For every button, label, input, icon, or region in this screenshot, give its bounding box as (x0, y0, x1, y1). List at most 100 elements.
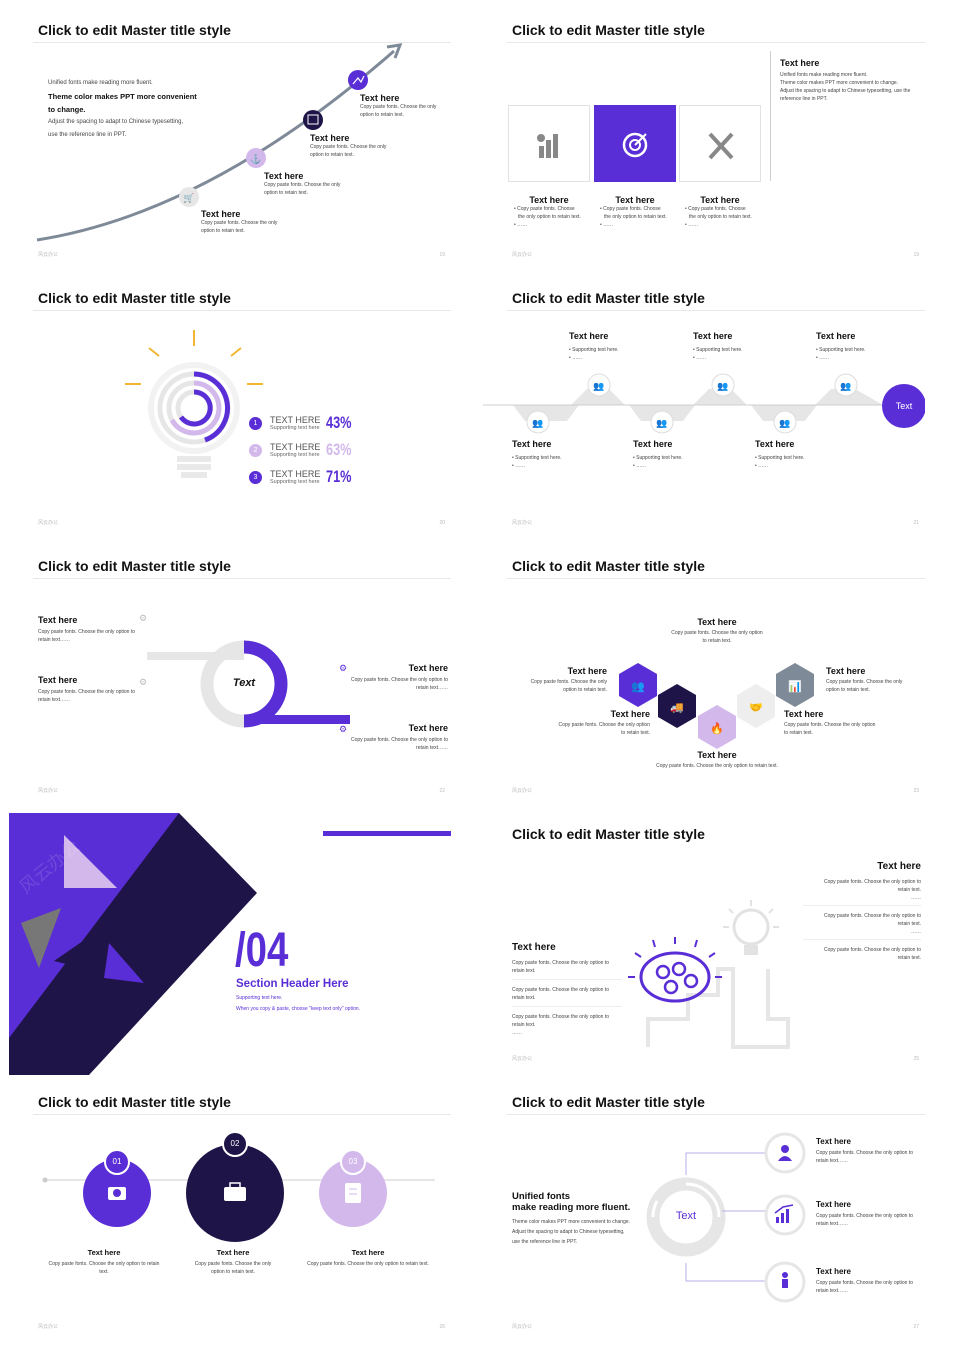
badge-03: 03 (340, 1149, 366, 1175)
right-item-3: Text here Copy paste fonts. Choose the on… (816, 1267, 914, 1294)
svg-text:👥: 👥 (717, 381, 728, 391)
side-divider (770, 51, 771, 181)
end-circle: Text (882, 384, 925, 428)
svg-text:👥: 👥 (631, 681, 645, 693)
slide-24: Click to edit Master title style 👥 🚚 🔥 🤝… (483, 539, 925, 801)
svg-text:👥: 👥 (656, 418, 667, 428)
bar-chart-icon (537, 134, 558, 158)
page-number: 26 (439, 1324, 445, 1330)
step-node-1 (179, 187, 199, 207)
stat-badge-1: 1 (249, 416, 262, 430)
slide-title: Click to edit Master title style (512, 290, 705, 306)
lightbulb-icon (125, 330, 263, 478)
footer-brand: 风云办公 (512, 1056, 533, 1062)
circle-item-2: Text here Copy paste fonts. Choose the on… (194, 1248, 272, 1275)
slide-title: Click to edit Master title style (512, 22, 705, 38)
top-item-2: Text here • Supporting text here. • …… (693, 331, 743, 361)
svg-text:👥: 👥 (779, 418, 790, 428)
top-item-1: Text here • Supporting text here. • …… (569, 331, 619, 361)
section-sub-1: Supporting text here. (236, 995, 283, 1001)
page-number: 20 (439, 520, 445, 526)
hex-right-label-2: Text here Copy paste fonts. Choose the on… (784, 709, 876, 736)
slide-20: Click to edit Master title style Text he… (483, 3, 925, 265)
page-number: 19 (913, 252, 919, 258)
badge-01: 01 (104, 1149, 130, 1175)
svg-text:🔥: 🔥 (710, 722, 724, 735)
card-text-2: Text here • Copy paste fonts. Choose the… (600, 195, 667, 228)
svg-text:📊: 📊 (788, 680, 802, 693)
donut-center-label: Text (675, 1210, 697, 1222)
title-divider (33, 310, 451, 311)
svg-text:👥: 👥 (840, 381, 851, 391)
page-number: 27 (913, 1324, 919, 1330)
right-item-2: Text here Copy paste fonts. Choose the on… (816, 1200, 914, 1227)
title-divider (507, 310, 925, 311)
footer-brand: 风云办公 (512, 520, 533, 526)
svg-text:⚓: ⚓ (250, 153, 261, 164)
step-4: Text here Copy paste fonts. Choose the o… (360, 93, 437, 118)
title-divider (33, 1114, 451, 1115)
step-1: Text here Copy paste fonts. Choose the o… (201, 209, 278, 234)
stat-item-1: 1 TEXT HERE Supporting text here 43% (249, 413, 360, 433)
step-node-2 (246, 148, 266, 168)
bottom-item-1: Text here • Supporting text here. • …… (512, 439, 562, 469)
title-divider (507, 42, 925, 43)
left-item-2: Text here Copy paste fonts. Choose the on… (38, 675, 136, 703)
slide-21: Click to edit Master title style 1 TEXT … (9, 271, 451, 533)
svg-text:🤝: 🤝 (749, 702, 763, 714)
section-sub-2: When you copy & paste, choose "keep text… (236, 1006, 360, 1012)
title-divider (507, 1114, 925, 1115)
step-node-3 (303, 110, 323, 130)
page-number: 19 (439, 252, 445, 258)
section-heading: Section Header Here (236, 978, 349, 990)
hex-left-label-2: Text here Copy paste fonts. Choose the on… (558, 709, 650, 736)
footer-brand: 风云办公 (38, 1324, 59, 1330)
footer-brand: 风云办公 (38, 788, 59, 794)
slide-19: Click to edit Master title style Unified… (9, 3, 451, 265)
growth-curve: 🛒 ⚓ (36, 43, 403, 242)
left-column: Text here Copy paste fonts. Choose the o… (512, 942, 622, 1037)
slide-title: Click to edit Master title style (38, 1094, 231, 1110)
section-number: /04 (235, 924, 289, 977)
page-number: 22 (439, 788, 445, 794)
svg-text:👥: 👥 (593, 381, 604, 391)
target-icon (622, 132, 648, 158)
card-1 (508, 105, 590, 182)
circle-item-1: Text here Copy paste fonts. Choose the on… (48, 1248, 160, 1275)
title-divider (33, 578, 451, 579)
svg-text:⚙: ⚙ (339, 724, 347, 734)
title-divider (33, 42, 451, 43)
stat-item-3: 3 TEXT HERE Supporting text here 71% (249, 467, 360, 487)
slide-title: Click to edit Master title style (512, 1094, 705, 1110)
step-2: Text here Copy paste fonts. Choose the o… (264, 171, 341, 196)
svg-text:⚙: ⚙ (139, 613, 147, 623)
right-item-1: Text here Copy paste fonts. Choose the on… (350, 663, 448, 691)
page-number: 21 (913, 520, 919, 526)
slide-title: Click to edit Master title style (38, 22, 231, 38)
circle-trio (42, 1144, 435, 1242)
step-node-4 (348, 70, 368, 90)
hex-bottom-label: Text here Copy paste fonts. Choose the on… (656, 750, 778, 769)
footer-brand: 风云办公 (512, 252, 533, 258)
slide-title: Click to edit Master title style (512, 558, 705, 574)
right-item-1: Text here Copy paste fonts. Choose the on… (816, 1137, 914, 1164)
slide-25-section: 风云办公 /04 Section Header Here Supporting … (9, 813, 451, 1075)
footer-brand: 风云办公 (512, 788, 533, 794)
donut-connector (646, 1132, 806, 1303)
footer-brand: 风云办公 (38, 520, 59, 526)
hex-right-label-1: Text here Copy paste fonts. Choose the on… (826, 666, 903, 693)
slide-title: Click to edit Master title style (38, 558, 231, 574)
slide-23: Click to edit Master title style ⚙ ⚙ ⚙ ⚙… (9, 539, 451, 801)
ring-diagram: ⚙ ⚙ ⚙ ⚙ (139, 613, 350, 734)
intro-text: Unified fonts make reading more fluent. … (48, 80, 197, 138)
bottom-item-3: Text here • Supporting text here. • …… (755, 439, 805, 469)
section-shapes (9, 813, 451, 1075)
circle-item-3: Text here Copy paste fonts. Choose the on… (307, 1248, 429, 1267)
right-column: Text here Copy paste fonts. Choose the o… (803, 861, 921, 962)
ring-center-label: Text (232, 677, 256, 689)
card-text-1: Text here • Copy paste fonts. Choose the… (514, 195, 581, 228)
hex-top-label: Text here Copy paste fonts. Choose the on… (671, 617, 763, 644)
footer-brand: 风云办公 (512, 1324, 533, 1330)
slide-22: Click to edit Master title style 👥 👥 👥 👥… (483, 271, 925, 533)
brain-lightbulb-icon (628, 900, 790, 1049)
